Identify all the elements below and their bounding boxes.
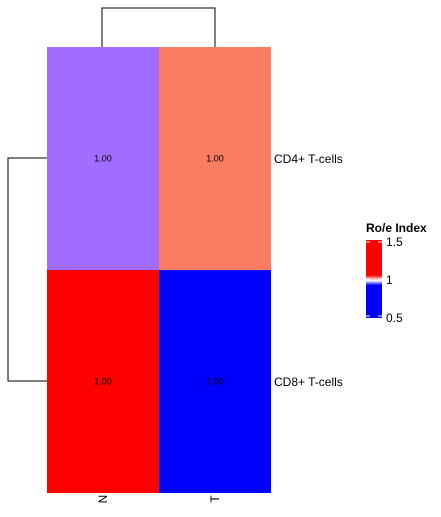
heatmap-cells: 1.00 1.00 1.00 1.00: [47, 47, 271, 493]
legend-tick-label: 1: [386, 273, 393, 287]
row-label: CD4+ T-cells: [274, 152, 343, 166]
legend-color-bar: [366, 240, 382, 318]
heatmap-cell: [47, 270, 159, 493]
column-label: T: [208, 495, 222, 503]
row-dendrogram: [7, 157, 47, 382]
heatmap-cell: [159, 47, 271, 270]
column-label: N: [96, 495, 110, 504]
cell-value-label: 1.00: [206, 377, 224, 387]
legend-tick-label: 0.5: [386, 311, 403, 325]
row-label: CD8+ T-cells: [274, 375, 343, 389]
color-legend: Ro/e Index 1.5 1 0.5: [366, 221, 427, 325]
cell-value-label: 1.00: [94, 377, 112, 387]
heatmap-cell: [47, 47, 159, 270]
heatmap-cell: [159, 270, 271, 493]
column-dendrogram: [101, 7, 216, 47]
legend-tick-label: 1.5: [386, 235, 403, 249]
legend-title: Ro/e Index: [366, 221, 427, 235]
cell-value-label: 1.00: [206, 154, 224, 164]
cell-value-label: 1.00: [94, 154, 112, 164]
